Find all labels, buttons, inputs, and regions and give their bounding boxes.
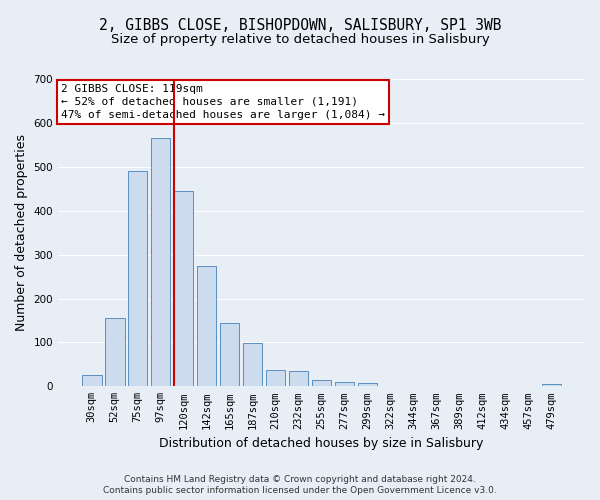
Bar <box>105 318 125 386</box>
X-axis label: Distribution of detached houses by size in Salisbury: Distribution of detached houses by size … <box>160 437 484 450</box>
Bar <box>82 376 101 386</box>
Bar <box>289 371 308 386</box>
Bar <box>335 382 354 386</box>
Text: Size of property relative to detached houses in Salisbury: Size of property relative to detached ho… <box>110 32 490 46</box>
Bar <box>312 380 331 386</box>
Text: 2, GIBBS CLOSE, BISHOPDOWN, SALISBURY, SP1 3WB: 2, GIBBS CLOSE, BISHOPDOWN, SALISBURY, S… <box>99 18 501 32</box>
Bar <box>220 322 239 386</box>
Text: 2 GIBBS CLOSE: 119sqm
← 52% of detached houses are smaller (1,191)
47% of semi-d: 2 GIBBS CLOSE: 119sqm ← 52% of detached … <box>61 84 385 120</box>
Bar <box>358 383 377 386</box>
Bar <box>151 138 170 386</box>
Text: Contains public sector information licensed under the Open Government Licence v3: Contains public sector information licen… <box>103 486 497 495</box>
Bar <box>243 344 262 386</box>
Bar <box>174 191 193 386</box>
Y-axis label: Number of detached properties: Number of detached properties <box>15 134 28 331</box>
Bar <box>266 370 286 386</box>
Bar <box>197 266 217 386</box>
Text: Contains HM Land Registry data © Crown copyright and database right 2024.: Contains HM Land Registry data © Crown c… <box>124 475 476 484</box>
Bar <box>128 171 148 386</box>
Bar <box>542 384 561 386</box>
